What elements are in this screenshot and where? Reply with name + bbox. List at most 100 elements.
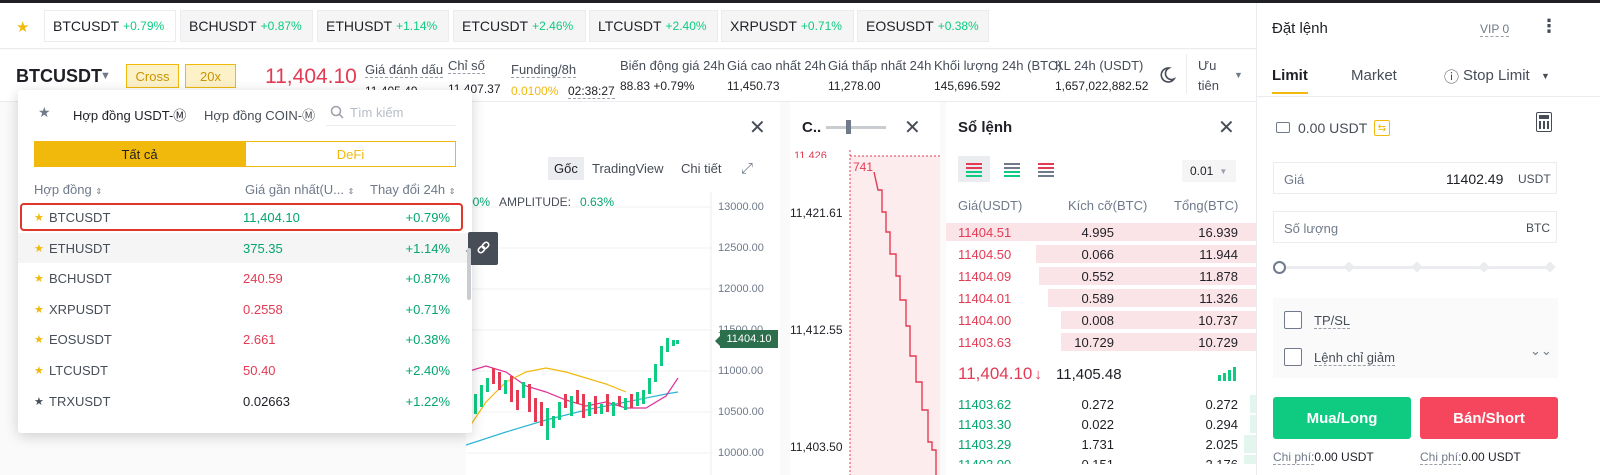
contract-row[interactable]: ★ LTCUSDT 50.40 +2.40% [18,355,472,385]
signal-bars-icon [1218,367,1236,384]
margin-mode-button[interactable]: Cross [126,64,179,88]
contract-row[interactable]: ★ EOSUSDT 2.661 +0.38% [18,324,472,354]
view-asks-icon[interactable] [1032,156,1062,182]
tpsl-checkbox[interactable] [1284,311,1302,329]
col-price: Giá(USDT) [958,198,1023,213]
popup-scrollbar[interactable] [467,248,471,300]
ticker-tab-bchusdt[interactable]: BCHUSDT +0.87% [180,10,313,42]
col-last-price[interactable]: Giá gần nhất(U... ⇕ [245,182,355,197]
bid-row[interactable]: 11403.62 0.272 0.272 [946,394,1256,414]
sell-short-button[interactable]: Bán/Short [1420,397,1558,439]
expand-icon[interactable]: ⤢ [741,160,754,177]
quantity-slider-handle[interactable] [1273,261,1286,274]
col-change[interactable]: Thay đổi 24h ⇕ [370,182,456,197]
contract-row[interactable]: ★ ETHUSDT 375.35 +1.14% [18,232,472,263]
tab-stop-limit[interactable]: Stop Limit [1463,67,1530,84]
ask-row[interactable]: 11404.50 0.066 11.944 [946,244,1256,264]
contract-change: +0.79% [405,210,450,225]
contract-search-input[interactable]: Tìm kiếm [326,98,456,126]
ticker-symbol: XRPUSDT [730,18,797,34]
favorite-star-icon[interactable]: ★ [34,334,44,347]
contract-row[interactable]: ★ TRXUSDT 0.02663 +1.22% [18,386,472,416]
caret-down-icon[interactable]: ▼ [1541,71,1550,81]
contract-change: +0.87% [405,271,450,287]
ticker-tab-etcusdt[interactable]: ETCUSDT +2.46% [453,10,586,42]
transfer-icon[interactable]: ⇆ [1374,120,1390,136]
tab-limit[interactable]: Limit [1272,67,1308,84]
preference-label-2[interactable]: tiên [1198,78,1219,93]
favorite-star-icon[interactable]: ★ [34,365,44,377]
depth-marker-label: 741 [853,160,874,174]
candlestick-chart[interactable] [466,102,780,475]
ticker-tab-xrpusdt[interactable]: XRPUSDT +0.71% [721,10,854,42]
precision-select[interactable]: 0.01 ▼ [1182,160,1236,182]
favorites-star-icon[interactable]: ★ [38,104,51,120]
ask-price: 11404.00 [958,313,1012,328]
chevron-double-down-icon[interactable]: ⌄⌄ [1530,343,1552,358]
zoom-slider-handle[interactable] [846,120,851,134]
ticker-tab-btcusdt[interactable]: BTCUSDT +0.79% [44,10,176,42]
filter-all-button[interactable]: Tất cả [34,141,245,167]
depth-axis-tick: 11,426 [794,150,827,158]
favorites-star-icon[interactable]: ★ [16,19,30,36]
ask-row[interactable]: 11404.00 0.008 10.737 [946,310,1256,330]
close-depth-icon[interactable]: ✕ [904,117,921,139]
bid-row[interactable]: 11403.29 1.731 2.025 [946,434,1256,454]
contract-row[interactable]: ★ BTCUSDT 11,404.10 +0.79% [18,202,472,232]
more-menu-icon[interactable]: ⋮ [1540,16,1558,36]
favorite-star-icon[interactable]: ★ [34,395,44,408]
buy-long-button[interactable]: Mua/Long [1273,397,1411,439]
depth-bar [1244,455,1256,464]
vip-level[interactable]: VIP 0 [1480,22,1510,37]
tab-chi-tiet[interactable]: Chi tiết [681,161,722,176]
ticker-tab-ethusdt[interactable]: ETHUSDT +1.14% [317,10,449,42]
close-chart-icon[interactable]: ✕ [749,117,766,139]
ask-price: 11404.09 [958,269,1012,284]
contract-symbol: BCHUSDT [49,271,112,287]
moon-icon[interactable] [1158,66,1177,84]
quantity-input[interactable]: Số lượng BTC [1273,211,1557,243]
filter-defi-button[interactable]: DeFi [245,141,456,167]
link-icon[interactable] [468,232,498,265]
leverage-button[interactable]: 20x [185,64,236,88]
close-orderbook-icon[interactable]: ✕ [1218,117,1235,139]
caret-down-icon[interactable]: ▼ [1234,70,1243,80]
tab-market[interactable]: Market [1351,67,1397,84]
view-both-icon[interactable] [958,156,990,182]
favorite-star-icon[interactable]: ★ [34,212,44,224]
index-label: Chỉ số [448,58,485,74]
ask-row[interactable]: 11404.01 0.589 11.326 [946,288,1256,308]
bid-price: 11403.30 [958,417,1012,432]
depth-bar [1244,435,1256,453]
ticker-tab-eosusdt[interactable]: EOSUSDT +0.38% [857,10,989,42]
symbol-name[interactable]: BTCUSDT [16,66,102,86]
bid-row[interactable]: 11403.00 0.151 2.176 [946,454,1256,464]
bid-row[interactable]: 11403.30 0.022 0.294 [946,414,1256,434]
contract-change: +1.22% [405,393,450,409]
tab-coin-margined[interactable]: Hợp đồng COIN-Ⓜ [204,108,316,123]
tab-goc[interactable]: Gốc [548,157,584,180]
favorite-star-icon[interactable]: ★ [34,303,44,316]
ask-row[interactable]: 11403.63 10.729 10.729 [946,332,1256,352]
contract-row[interactable]: ★ XRPUSDT 0.2558 +0.71% [18,294,472,324]
ask-row[interactable]: 11404.09 0.552 11.878 [946,266,1256,286]
favorite-star-icon[interactable]: ★ [34,273,44,286]
reduce-only-checkbox[interactable] [1284,348,1302,366]
depth-bar [1061,311,1256,329]
calculator-icon[interactable] [1536,112,1552,132]
contract-row[interactable]: ★ BCHUSDT 240.59 +0.87% [18,263,472,293]
preference-label-1[interactable]: Ưu [1198,58,1217,73]
view-bids-icon[interactable] [998,156,1028,182]
price-input[interactable]: Giá 11402.49 USDT [1273,162,1557,194]
tab-tradingview[interactable]: TradingView [592,161,664,176]
chevron-down-icon[interactable]: ▼ [100,70,111,82]
ticker-tab-ltcusdt[interactable]: LTCUSDT +2.40% [589,10,718,42]
favorite-star-icon[interactable]: ★ [34,242,44,255]
tab-usdt-margined[interactable]: Hợp đồng USDT-Ⓜ [73,108,187,123]
high-24h-label: Giá cao nhất 24h [727,58,827,73]
col-contract[interactable]: Hợp đồng ⇕ [34,182,103,197]
zoom-slider[interactable] [826,126,886,129]
quantity-unit: BTC [1526,221,1550,235]
ask-row[interactable]: 11404.51 4.995 16.939 [946,222,1256,242]
wallet-icon [1276,122,1290,133]
